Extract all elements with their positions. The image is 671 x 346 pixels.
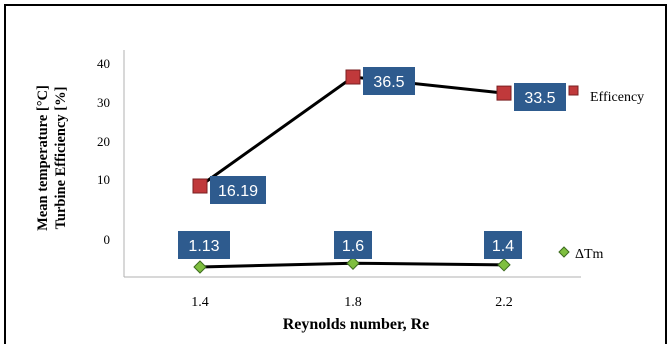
y-tick-label: 30 <box>97 95 110 110</box>
delta-tm-label-box <box>334 231 372 259</box>
delta-tm-data-label: 1.6 <box>342 238 364 255</box>
efficiency-label-box <box>514 83 566 111</box>
delta-tm-label-box <box>178 231 230 259</box>
efficiency-label-box <box>210 176 266 204</box>
series-markers <box>192 69 512 274</box>
y-tick-label: 10 <box>97 172 110 187</box>
delta-tm-point <box>497 258 511 272</box>
x-axis-label: Reynolds number, Re <box>283 316 430 333</box>
efficiency-label-box <box>363 67 415 95</box>
x-tick-label: 1.8 <box>344 295 362 310</box>
delta-tm-point <box>193 260 207 274</box>
efficiency-data-label: 33.5 <box>524 90 555 107</box>
x-tick-label: 2.2 <box>495 295 513 310</box>
data-labels: 16.19 36.5 33.5 1.13 1.6 1.4 <box>178 67 566 259</box>
y-axis-label-line2: Turbine Efficiency [%] <box>53 87 69 230</box>
y-tick-label: 40 <box>97 56 110 71</box>
delta-tm-data-label: 1.4 <box>492 238 514 255</box>
y-tick-labels: 40 30 20 10 0 <box>97 56 110 247</box>
series-line-efficiency <box>199 75 505 188</box>
chart-frame: 40 30 20 10 0 1.4 1.8 2.2 Reynolds numbe… <box>4 4 667 344</box>
delta-tm-label-box <box>484 231 522 259</box>
efficiency-point <box>192 178 208 194</box>
y-tick-label: 0 <box>104 232 111 247</box>
axes <box>123 50 581 278</box>
legend-marker-delta-tm <box>558 246 570 258</box>
delta-tm-point <box>346 256 360 270</box>
y-tick-label: 20 <box>97 134 110 149</box>
legend-marker-efficiency <box>568 85 579 96</box>
line-chart: 40 30 20 10 0 1.4 1.8 2.2 Reynolds numbe… <box>35 50 644 333</box>
efficiency-data-label: 16.19 <box>218 183 258 200</box>
efficiency-point <box>496 85 512 101</box>
legend-label-delta-tm: ΔTm <box>575 247 604 262</box>
delta-tm-data-label: 1.13 <box>188 238 219 255</box>
efficiency-point <box>345 69 361 85</box>
efficiency-data-label: 36.5 <box>373 74 404 91</box>
legend-label-efficiency: Efficency <box>590 90 644 105</box>
x-tick-label: 1.4 <box>191 295 209 310</box>
x-tick-labels: 1.4 1.8 2.2 <box>191 295 513 310</box>
legend: Efficency ΔTm <box>558 85 644 262</box>
y-axis-label-line1: Mean temperature [°C] <box>35 85 51 231</box>
